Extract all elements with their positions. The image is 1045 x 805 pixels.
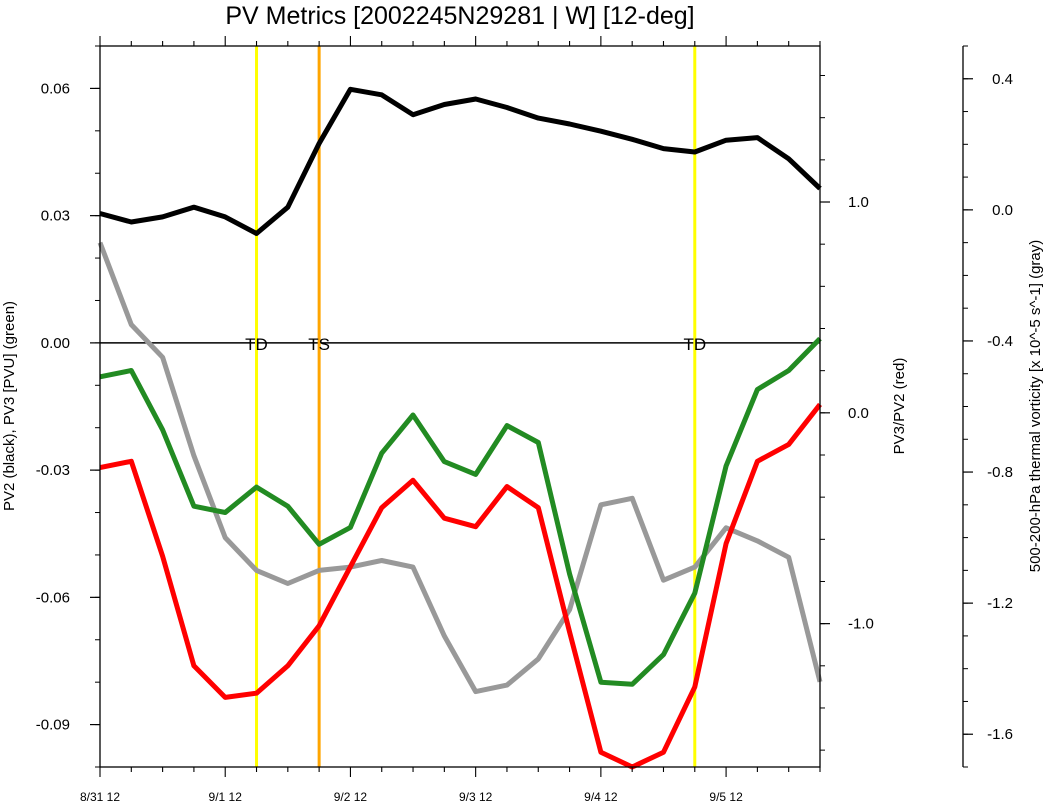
plot-frame xyxy=(99,45,821,768)
event-label-2: TS xyxy=(308,335,330,354)
series-line-pv3 xyxy=(99,336,822,687)
plot-area: TD TS TD xyxy=(97,46,823,770)
far-right-tick-label: 0.4 xyxy=(992,71,1013,88)
x-tick-label: 9/4 12 xyxy=(584,790,618,804)
left-tick-label: -0.06 xyxy=(36,589,70,606)
event-label-3: TD xyxy=(683,335,706,354)
right-tick-label: -1.0 xyxy=(848,616,874,633)
axes: 0.06 0.03 0.00 -0.03 -0.06 -0.09 1.0 0.0 -1.0 0.4… xyxy=(36,36,1013,804)
far-right-y-axis-label: 500-200-hPa thermal vorticity [x 10^-5 s… xyxy=(1027,240,1044,573)
far-right-tick-label: -0.4 xyxy=(987,333,1013,350)
series-line-thermal-vorticity xyxy=(97,241,823,695)
left-tick-label: 0.00 xyxy=(41,335,70,352)
far-right-tick-label: -1.6 xyxy=(987,726,1013,743)
far-right-tick-label: 0.0 xyxy=(992,202,1013,219)
right-tick-label: 1.0 xyxy=(848,194,869,211)
x-tick-label: 9/5 12 xyxy=(709,790,743,804)
x-tick-label: 9/1 12 xyxy=(209,790,243,804)
left-tick-label: 0.06 xyxy=(41,80,70,97)
series-line-pv2 xyxy=(99,86,822,236)
right-tick-label: 0.0 xyxy=(848,405,869,422)
series-line-pv3-pv2 xyxy=(99,402,822,770)
event-label-1: TD xyxy=(245,335,268,354)
left-y-axis-label: PV2 (black), PV3 [PVU] (green) xyxy=(1,301,18,511)
left-tick-label: -0.09 xyxy=(36,717,70,734)
x-tick-label: 9/3 12 xyxy=(459,790,493,804)
x-tick-label: 9/2 12 xyxy=(334,790,368,804)
left-tick-label: 0.03 xyxy=(41,208,70,225)
far-right-tick-label: -0.8 xyxy=(987,464,1013,481)
chart-title: PV Metrics [2002245N29281 | W] [12-deg] xyxy=(225,2,694,30)
far-right-tick-label: -1.2 xyxy=(987,595,1013,612)
left-tick-label: -0.03 xyxy=(36,462,70,479)
right-y-axis-label: PV3/PV2 (red) xyxy=(891,358,908,455)
x-tick-label: 8/31 12 xyxy=(80,790,120,804)
